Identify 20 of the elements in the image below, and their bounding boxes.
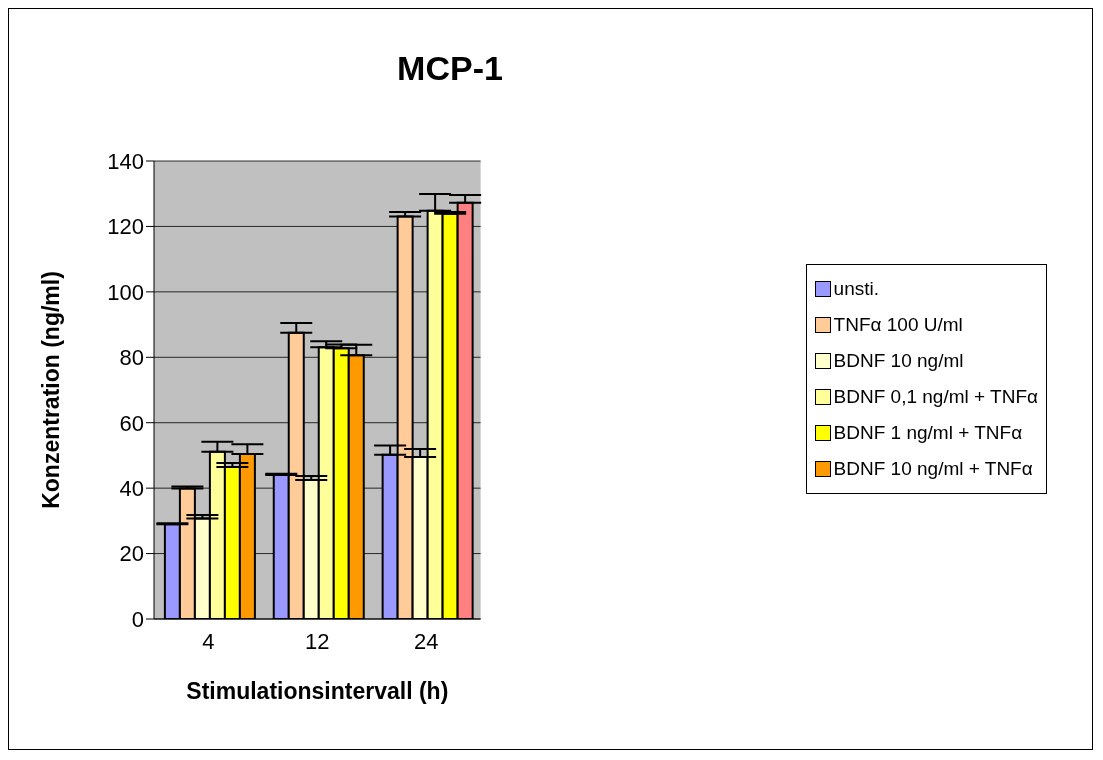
- legend-label: unsti.: [833, 278, 880, 300]
- x-axis-title: Stimulationsintervall (h): [186, 678, 449, 704]
- y-axis-title: Konzentration (ng/ml): [38, 271, 65, 509]
- x-tick-label: 24: [413, 628, 439, 654]
- y-tick-label: 60: [119, 410, 144, 436]
- legend-label: BDNF 10 ng/ml + TNFα: [833, 458, 1033, 480]
- legend-label: BDNF 0,1 ng/ml + TNFα: [833, 386, 1038, 408]
- y-tick-label: 140: [107, 148, 144, 174]
- y-tick-label: 120: [107, 214, 144, 240]
- x-tick-label: 4: [202, 628, 215, 654]
- y-tick-label: 0: [131, 606, 144, 632]
- legend-label: TNFα 100 U/ml: [833, 314, 963, 336]
- x-tick-label: 12: [305, 628, 330, 654]
- y-tick-label: 40: [119, 475, 144, 501]
- legend-label: BDNF 10 ng/ml: [833, 350, 964, 372]
- chart-title: MCP-1: [396, 49, 504, 88]
- y-tick-label: 20: [119, 541, 144, 567]
- y-tick-label: 100: [107, 279, 144, 305]
- y-tick-label: 80: [119, 345, 144, 371]
- legend-label: BDNF 1 ng/ml + TNFα: [833, 422, 1023, 444]
